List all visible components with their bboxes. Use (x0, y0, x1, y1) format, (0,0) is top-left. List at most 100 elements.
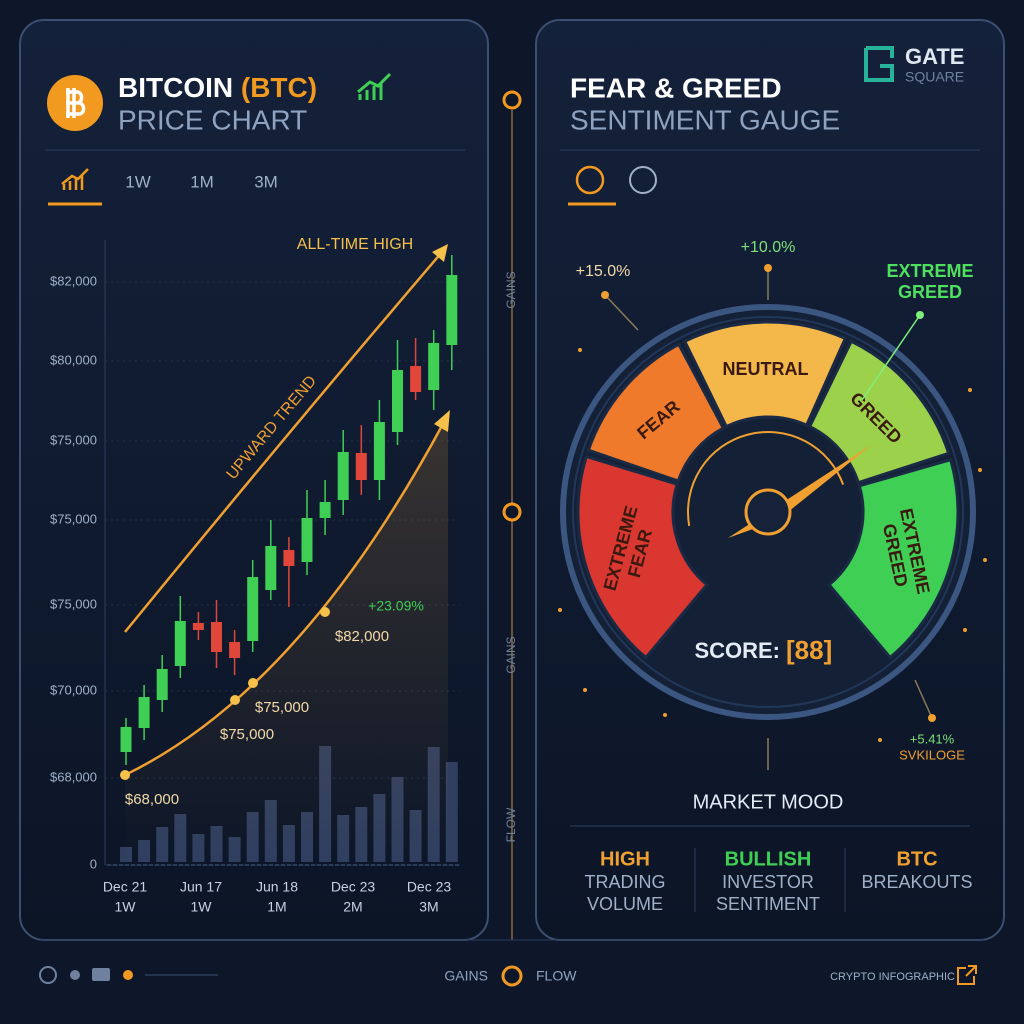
candle-body (192, 623, 204, 630)
y-tick-label: 0 (90, 856, 97, 871)
callout-line (604, 294, 639, 331)
btc-symbol (66, 88, 86, 118)
candle-body (392, 370, 403, 432)
candle-body (211, 622, 222, 652)
candle-body (156, 669, 168, 700)
candle-body (319, 502, 331, 518)
callout: +10.0% (741, 239, 796, 256)
brand-name: GATE (905, 44, 964, 69)
candle-body (138, 697, 150, 728)
trend-point (230, 695, 240, 705)
brand-sub: SQUARE (905, 69, 964, 85)
x-tick-sublabel: 2M (343, 899, 362, 915)
callout-extreme: GREED (898, 282, 962, 302)
trend-point (320, 607, 330, 617)
gauge-segment (576, 454, 710, 660)
chart-subtitle: PRICE CHART (118, 104, 307, 135)
y-tick-label: $80,000 (50, 352, 97, 367)
gauge-segment (826, 457, 960, 660)
footer-nav[interactable]: FLOW (536, 968, 577, 984)
mood-line: BREAKOUTS (861, 872, 972, 892)
callout: +5.41% (910, 731, 955, 746)
dot-icon (70, 970, 80, 980)
x-tick-sublabel: 1M (267, 899, 286, 915)
dot-icon (123, 970, 133, 980)
score-label: SCORE: (694, 638, 780, 663)
candle-body (410, 366, 422, 392)
fear-tab-icon[interactable] (629, 166, 657, 194)
sparkle (978, 468, 982, 472)
sparkle (963, 628, 967, 632)
sparkle (983, 558, 987, 562)
mood-head: BTC (896, 848, 937, 870)
change-label: +23.09% (368, 598, 424, 614)
gauge-segment (586, 342, 726, 483)
needle (728, 443, 873, 538)
range-tab[interactable]: 3M (254, 172, 278, 191)
point-label: $68,000 (125, 791, 179, 808)
x-tick-sublabel: 1W (115, 899, 137, 915)
callout-line (914, 679, 933, 719)
mood-head: HIGH (600, 848, 650, 870)
gauge-subtitle: SENTIMENT GAUGE (570, 104, 840, 135)
candle-body (174, 621, 186, 666)
mood-line: VOLUME (587, 894, 663, 914)
range-tab[interactable]: 1M (190, 172, 214, 191)
callout-extreme: EXTREME (886, 261, 973, 281)
mood-head: BULLISH (725, 848, 812, 870)
sparkle (663, 713, 667, 717)
x-tick-label: Jun 17 (180, 879, 222, 895)
brand-logo (864, 46, 894, 82)
trend-point (120, 770, 130, 780)
arrowhead (434, 410, 450, 432)
callout-dot (764, 264, 772, 272)
sparkle (578, 348, 582, 352)
callout: SVKILOGE (899, 747, 965, 762)
x-tick-sublabel: 3M (419, 899, 438, 915)
mood-line: SENTIMENT (716, 894, 820, 914)
share-icon[interactable] (957, 965, 977, 985)
chart-title: BITCOIN (BTC) (118, 72, 317, 103)
range-tab[interactable]: 1W (125, 172, 151, 191)
volume-bar (445, 762, 458, 862)
candle-body (120, 727, 132, 752)
callout-dot (928, 714, 936, 722)
brain-tab-icon[interactable] (575, 165, 605, 195)
segment-label: NEUTRAL (723, 359, 809, 379)
candle-body (229, 642, 241, 658)
globe-icon[interactable] (39, 966, 57, 984)
candle-body (283, 550, 295, 566)
point-label: $75,000 (220, 726, 274, 743)
gauge-title: FEAR & GREED (570, 72, 782, 103)
lower-trend-line (124, 421, 446, 777)
score-value: [88] (786, 635, 832, 665)
candle-body (428, 343, 440, 390)
x-tick-label: Dec 23 (407, 879, 452, 895)
x-tick-label: Jun 18 (256, 879, 298, 895)
ath-label: ALL-TIME HIGH (297, 236, 413, 253)
divider-node (502, 90, 522, 110)
sparkle (558, 608, 562, 612)
divider-label: GAINS (504, 271, 518, 308)
point-label: $82,000 (335, 628, 389, 645)
trend-area (125, 415, 448, 862)
callout: +15.0% (576, 263, 631, 280)
footer-nav[interactable]: GAINS (444, 968, 488, 984)
callout-line (861, 314, 921, 401)
title-ticker: (BTC) (241, 72, 317, 103)
divider-label: GAINS (504, 636, 518, 673)
y-tick-label: $82,000 (50, 273, 97, 288)
folder-icon[interactable] (92, 968, 110, 981)
gauge-segment (807, 339, 951, 485)
chart-tab-icon[interactable] (61, 168, 89, 190)
callout-dot (601, 291, 609, 299)
divider-label: FLOW (504, 807, 518, 842)
x-tick-label: Dec 21 (103, 879, 148, 895)
mood-line: INVESTOR (722, 872, 814, 892)
candle-body (247, 577, 259, 641)
callout-dot (916, 311, 924, 319)
gauge-inner-ring (572, 316, 964, 708)
candle-body (301, 518, 313, 562)
y-tick-label: $75,000 (50, 596, 97, 611)
